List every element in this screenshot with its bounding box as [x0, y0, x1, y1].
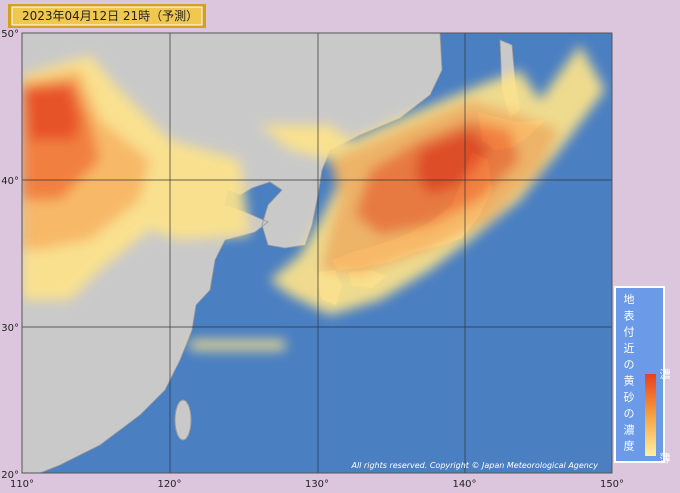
legend-box [614, 286, 665, 463]
legend-title-text: 地表付近の黄砂の濃度 [624, 293, 635, 453]
dust [22, 45, 605, 350]
lon-labels: 110° 120° 130° 140° 150° [10, 479, 624, 490]
lat-label: 40° [1, 176, 19, 187]
lon-label: 150° [600, 479, 624, 490]
taiwan [174, 399, 192, 441]
lon-label: 130° [305, 479, 329, 490]
legend-scale [645, 374, 656, 456]
lat-label: 50° [1, 29, 19, 40]
lon-label: 120° [157, 479, 181, 490]
credit: All rights reserved. Copyright © Japan M… [350, 461, 598, 470]
legend-high: 濃 [660, 367, 671, 381]
lon-label: 140° [452, 479, 476, 490]
lon-label: 110° [10, 479, 34, 490]
lat-label: 20° [1, 470, 19, 481]
lat-label: 30° [1, 323, 19, 334]
graticule [22, 33, 612, 473]
map-frame [21, 32, 613, 474]
title-inner [11, 6, 203, 26]
map [22, 33, 612, 473]
title: 2023年04月12日 21時（予測） [22, 9, 198, 23]
legend-title: 地表付近の黄砂の濃度 [624, 293, 635, 453]
legend-low: 薄 [660, 451, 671, 465]
lat-labels: 50° 40° 30° 20° [1, 29, 19, 481]
